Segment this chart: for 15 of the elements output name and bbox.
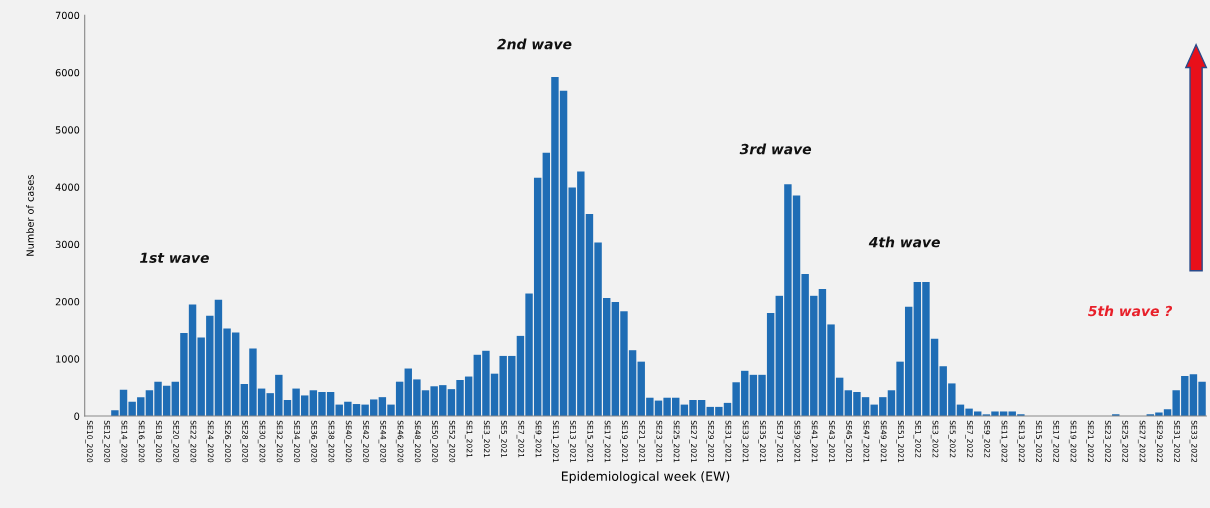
annotation: 2nd wave bbox=[497, 38, 572, 50]
annotation: 5th wave ? bbox=[1087, 305, 1173, 317]
y-tick-label: 0 bbox=[74, 412, 80, 420]
y-tick-label: 3000 bbox=[55, 240, 80, 249]
y-tick-label: 6000 bbox=[55, 68, 80, 77]
y-tick-label: 7000 bbox=[55, 11, 80, 20]
annotation: 1st wave bbox=[139, 252, 209, 263]
x-axis-title: Epidemiological week (EW) bbox=[561, 471, 730, 484]
annotation: 3rd wave bbox=[739, 143, 812, 155]
y-axis-title: Number of cases bbox=[26, 175, 34, 256]
y-tick-label: 5000 bbox=[55, 126, 80, 134]
y-tick-label: 1000 bbox=[56, 355, 80, 363]
annotation: 4th wave bbox=[868, 236, 940, 248]
y-tick-label: 4000 bbox=[55, 183, 80, 191]
y-tick-label: 2000 bbox=[55, 298, 80, 306]
